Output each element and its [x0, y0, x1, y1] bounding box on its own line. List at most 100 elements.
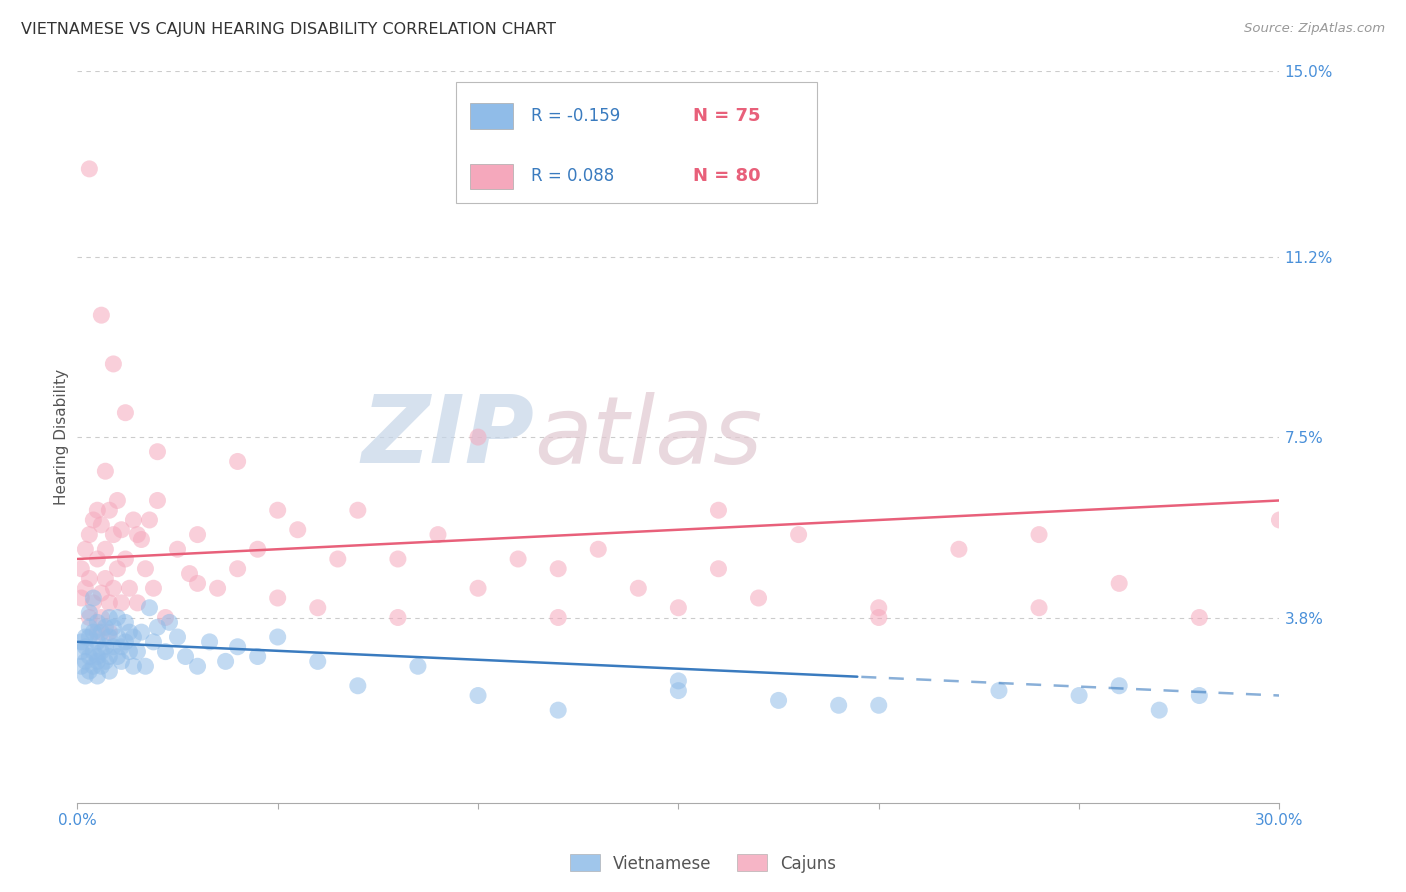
- Point: [86, 654, 108, 668]
- Point: [142, 635, 165, 649]
- Point: [86, 503, 108, 517]
- Point: [467, 430, 489, 444]
- Point: [707, 562, 730, 576]
- Point: [79, 620, 101, 634]
- Point: [90, 625, 112, 640]
- Point: [79, 664, 101, 678]
- Point: [118, 645, 141, 659]
- Point: [86, 552, 108, 566]
- Text: N = 80: N = 80: [693, 168, 761, 186]
- Text: VIETNAMESE VS CAJUN HEARING DISABILITY CORRELATION CHART: VIETNAMESE VS CAJUN HEARING DISABILITY C…: [21, 22, 557, 37]
- Point: [207, 581, 229, 595]
- Point: [79, 572, 101, 586]
- FancyBboxPatch shape: [471, 103, 513, 129]
- Point: [103, 620, 125, 634]
- Point: [547, 703, 569, 717]
- Point: [1069, 689, 1091, 703]
- FancyBboxPatch shape: [471, 163, 513, 189]
- Point: [70, 659, 93, 673]
- Point: [103, 581, 125, 595]
- Point: [79, 649, 101, 664]
- Point: [98, 503, 121, 517]
- Point: [988, 683, 1011, 698]
- Point: [75, 669, 97, 683]
- Point: [166, 630, 188, 644]
- Point: [82, 596, 104, 610]
- Point: [1268, 513, 1291, 527]
- Point: [1188, 610, 1211, 624]
- Point: [103, 640, 125, 654]
- Point: [94, 572, 117, 586]
- Point: [142, 581, 165, 595]
- Point: [98, 664, 121, 678]
- Point: [114, 406, 136, 420]
- Point: [155, 610, 177, 624]
- Point: [127, 527, 149, 541]
- Point: [90, 659, 112, 673]
- Point: [668, 673, 690, 688]
- Point: [267, 591, 290, 605]
- Text: R = -0.159: R = -0.159: [530, 107, 620, 125]
- Point: [79, 161, 101, 176]
- Point: [98, 625, 121, 640]
- Point: [122, 513, 145, 527]
- Point: [668, 683, 690, 698]
- Point: [94, 464, 117, 478]
- Point: [246, 649, 269, 664]
- Text: N = 75: N = 75: [693, 107, 761, 125]
- Point: [748, 591, 770, 605]
- Point: [508, 552, 530, 566]
- Point: [107, 493, 129, 508]
- Point: [828, 698, 851, 713]
- Text: atlas: atlas: [534, 392, 762, 483]
- Point: [187, 576, 209, 591]
- Point: [82, 645, 104, 659]
- Point: [1028, 527, 1050, 541]
- Point: [94, 654, 117, 668]
- Point: [98, 596, 121, 610]
- Y-axis label: Hearing Disability: Hearing Disability: [53, 369, 69, 505]
- Point: [94, 542, 117, 557]
- Point: [82, 625, 104, 640]
- Point: [1188, 689, 1211, 703]
- Point: [75, 640, 97, 654]
- Point: [1108, 679, 1130, 693]
- Point: [427, 527, 450, 541]
- Point: [174, 649, 197, 664]
- Point: [114, 552, 136, 566]
- Point: [868, 600, 890, 615]
- Point: [131, 625, 153, 640]
- Point: [146, 493, 169, 508]
- Point: [347, 679, 370, 693]
- Point: [246, 542, 269, 557]
- Point: [110, 523, 132, 537]
- Point: [467, 689, 489, 703]
- Point: [138, 513, 160, 527]
- Point: [287, 523, 309, 537]
- Point: [86, 625, 108, 640]
- Point: [131, 533, 153, 547]
- Point: [90, 610, 112, 624]
- Point: [118, 625, 141, 640]
- Point: [70, 591, 93, 605]
- Point: [127, 596, 149, 610]
- Point: [79, 610, 101, 624]
- Point: [707, 503, 730, 517]
- Text: ZIP: ZIP: [361, 391, 534, 483]
- Point: [1028, 600, 1050, 615]
- Point: [110, 640, 132, 654]
- Point: [70, 562, 93, 576]
- Point: [226, 640, 249, 654]
- Point: [155, 645, 177, 659]
- Point: [98, 630, 121, 644]
- Point: [107, 610, 129, 624]
- Point: [668, 600, 690, 615]
- Point: [187, 527, 209, 541]
- Point: [1108, 576, 1130, 591]
- Point: [307, 600, 329, 615]
- Point: [75, 654, 97, 668]
- Point: [79, 606, 101, 620]
- Point: [110, 596, 132, 610]
- Point: [70, 645, 93, 659]
- Text: R = 0.088: R = 0.088: [530, 168, 614, 186]
